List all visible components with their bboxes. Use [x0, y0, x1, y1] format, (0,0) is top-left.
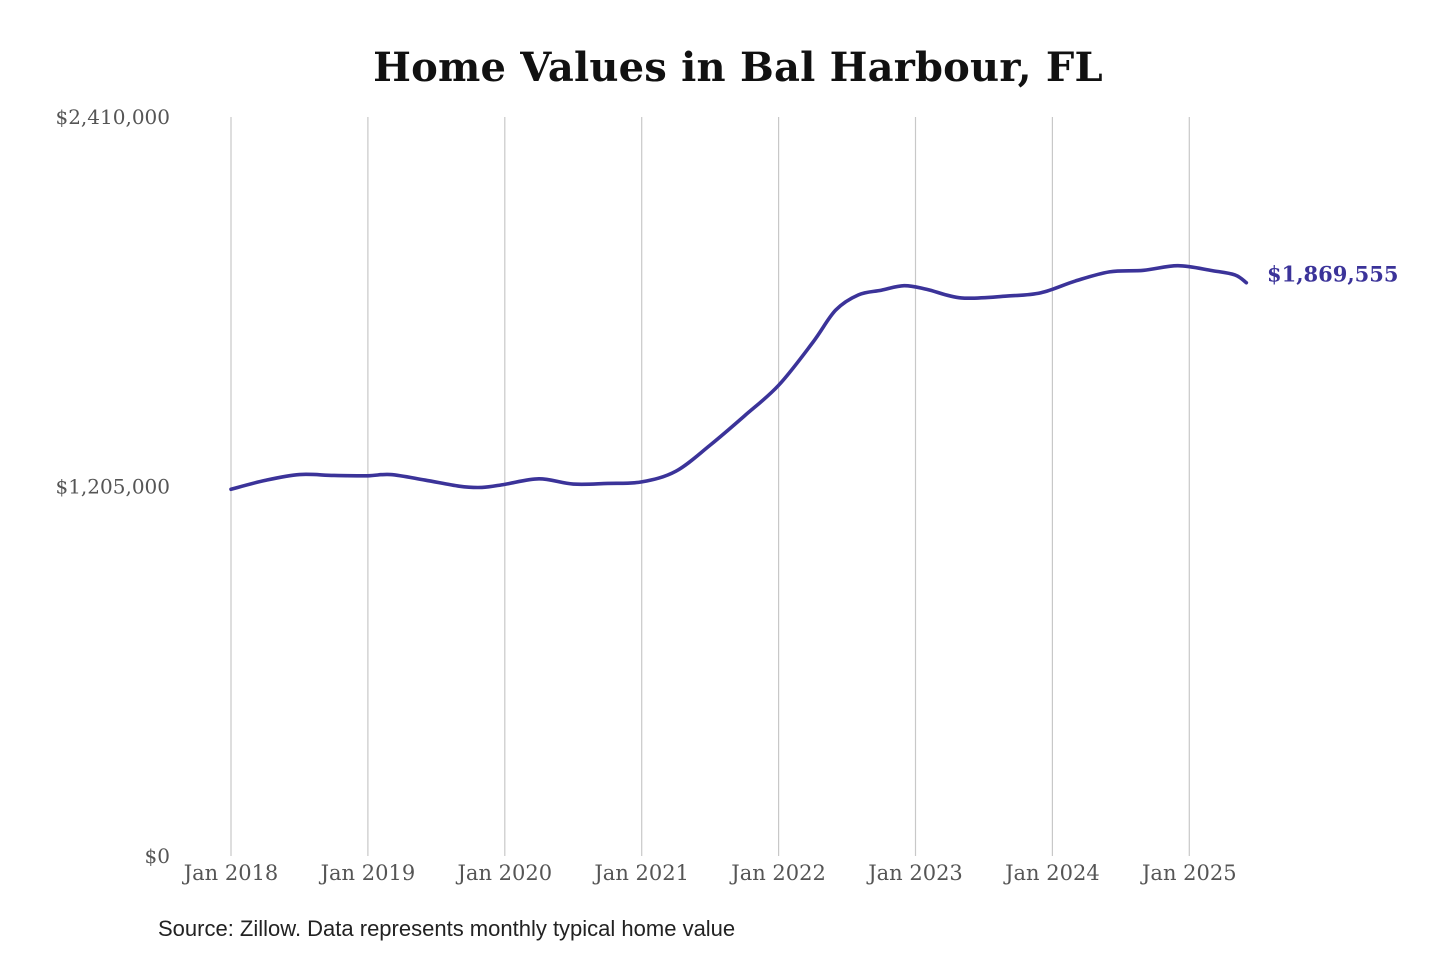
y-axis-tick-labels: $0 $1,205,000 $2,410,000 — [55, 105, 170, 868]
x-tick-label: Jan 2025 — [1140, 861, 1237, 885]
source-note: Source: Zillow. Data represents monthly … — [158, 916, 736, 941]
gridlines — [230, 117, 1190, 856]
x-tick-label: Jan 2023 — [866, 861, 963, 885]
x-tick-label: Jan 2019 — [319, 861, 416, 885]
series-line — [229, 263, 1249, 492]
y-tick-label: $0 — [145, 844, 170, 868]
x-axis-tick-labels: Jan 2018 Jan 2019 Jan 2020 Jan 2021 Jan 2022… — [182, 861, 1237, 885]
series-layer — [229, 263, 1249, 492]
end-value-label: $1,869,555 — [1267, 262, 1399, 287]
x-tick-label: Jan 2018 — [182, 861, 279, 885]
y-tick-label: $2,410,000 — [55, 105, 170, 129]
x-tick-label: Jan 2020 — [456, 861, 553, 885]
y-tick-label: $1,205,000 — [55, 475, 170, 499]
x-tick-label: Jan 2024 — [1003, 861, 1100, 885]
x-tick-label: Jan 2021 — [592, 861, 689, 885]
chart-title: Home Values in Bal Harbour, FL — [373, 44, 1103, 91]
x-tick-label: Jan 2022 — [729, 861, 826, 885]
end-label-layer: $1,869,555 — [1267, 262, 1399, 287]
